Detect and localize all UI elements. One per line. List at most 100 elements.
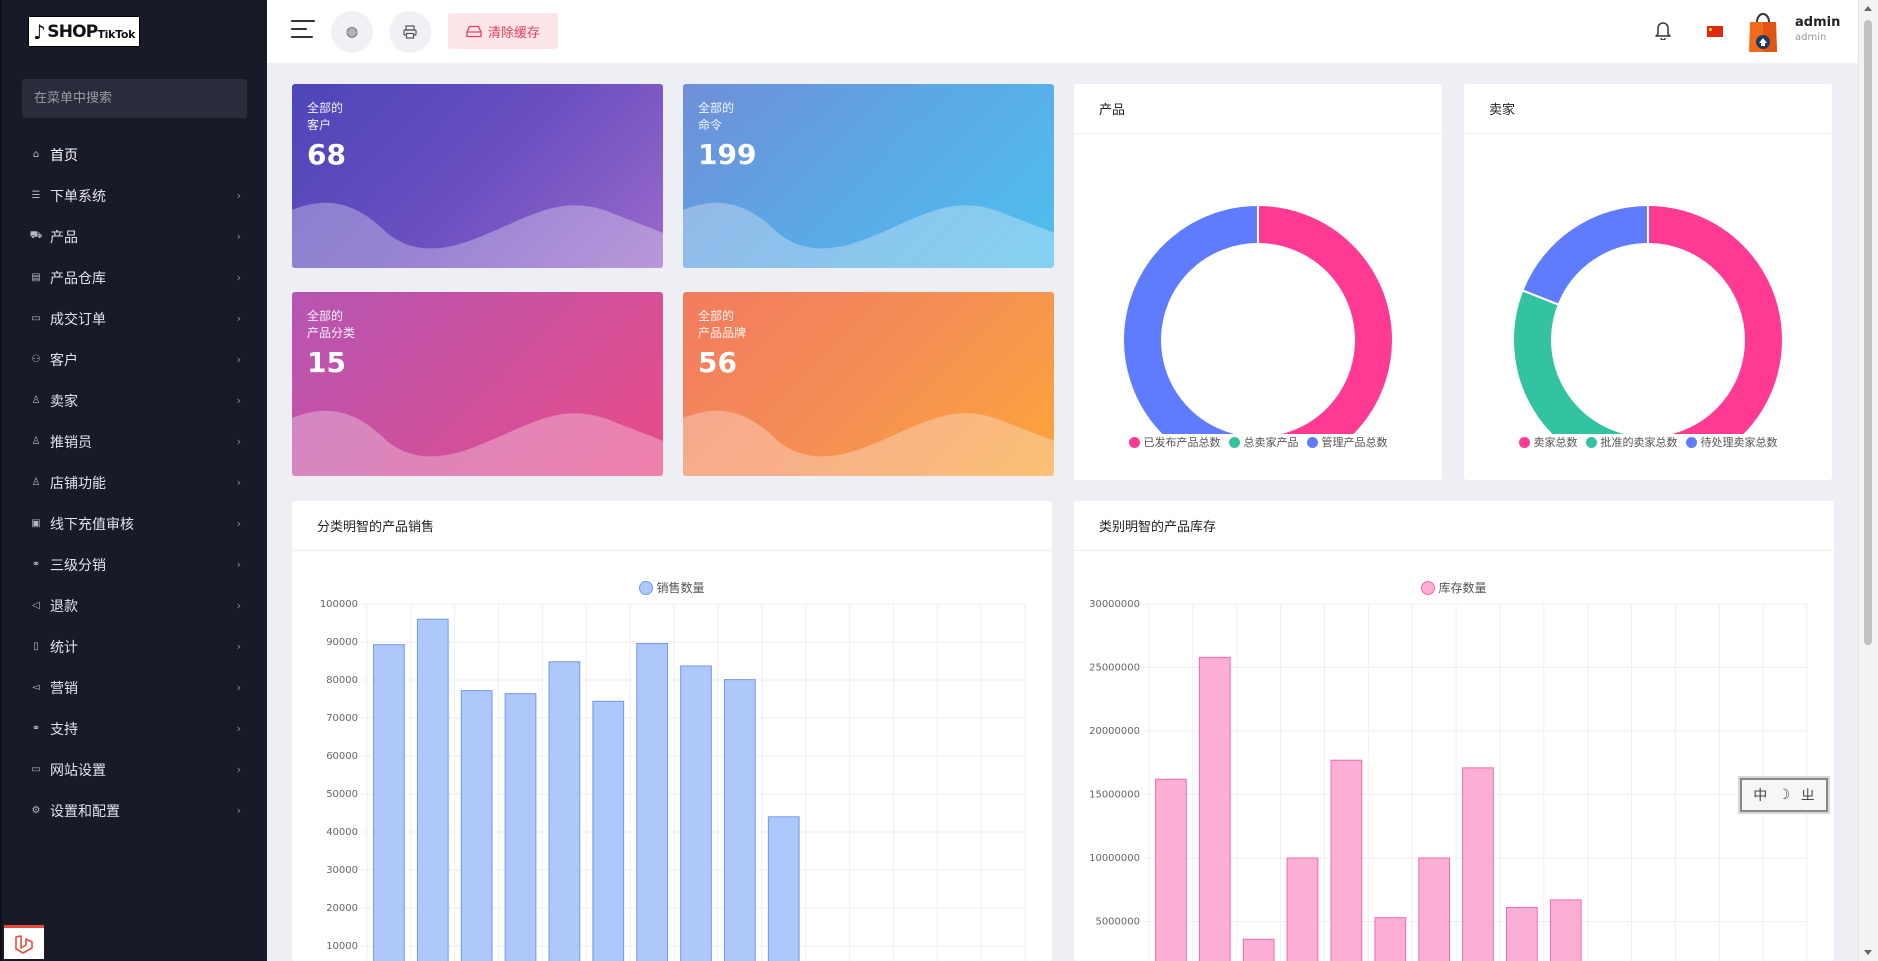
sidebar-item[interactable]: ▯ 统计 › xyxy=(2,626,267,667)
legend-label: 已发布产品总数 xyxy=(1143,436,1221,449)
chevron-right-icon: › xyxy=(236,230,241,243)
sidebar-item[interactable]: ♙ 店铺功能 › xyxy=(2,462,267,503)
bar[interactable] xyxy=(1418,857,1450,961)
bar[interactable] xyxy=(636,643,668,961)
stat-card-customers[interactable]: 全部的 客户 68 xyxy=(292,84,663,268)
menu-search[interactable] xyxy=(22,79,247,118)
wave-decoration xyxy=(292,410,663,476)
sidebar-item[interactable]: ▭ 成交订单 › xyxy=(2,298,267,339)
stock-bar-chart: 30000000 25000000 20000000 15000000 10000000… xyxy=(1089,599,1808,961)
logo[interactable]: ♪ SHOP TikTok xyxy=(28,16,141,47)
bar[interactable] xyxy=(1506,907,1538,961)
legend-label: 管理产品总数 xyxy=(1321,436,1388,449)
chevron-right-icon: › xyxy=(236,189,241,202)
donut-slice[interactable] xyxy=(1647,203,1784,477)
china-flag-icon[interactable] xyxy=(1707,26,1723,37)
chart-legend: 库存数量 xyxy=(1074,579,1834,596)
bar[interactable] xyxy=(373,644,405,961)
bar[interactable] xyxy=(1242,938,1275,961)
printer-icon xyxy=(403,25,417,39)
stat-value: 199 xyxy=(698,138,757,171)
bar[interactable] xyxy=(1155,778,1187,961)
laravel-debug-badge[interactable] xyxy=(4,925,44,959)
avatar[interactable] xyxy=(1747,8,1779,54)
donut-slice[interactable] xyxy=(1521,203,1649,306)
sidebar-item-label: 支持 xyxy=(50,721,78,738)
donut-slice[interactable] xyxy=(1512,289,1649,477)
vertical-scrollbar[interactable] xyxy=(1858,0,1878,961)
stat-card-orders[interactable]: 全部的 命令 199 xyxy=(683,84,1054,268)
bar[interactable] xyxy=(1286,857,1319,961)
legend-item[interactable]: 管理产品总数 xyxy=(1306,434,1388,450)
card-title: 类别明智的产品库存 xyxy=(1074,501,1834,551)
legend-item[interactable]: 已发布产品总数 xyxy=(1128,434,1221,450)
legend-item[interactable]: 总卖家产品 xyxy=(1228,434,1299,450)
notification-button[interactable] xyxy=(1654,20,1672,45)
card-title: 卖家 xyxy=(1464,84,1832,134)
bar[interactable] xyxy=(548,661,581,961)
wave-decoration xyxy=(683,202,1054,268)
menu-search-input[interactable] xyxy=(34,91,235,106)
stat-card-categories[interactable]: 全部的 产品分类 15 xyxy=(292,292,663,476)
sidebar-item[interactable]: ☰ 下单系统 › xyxy=(2,175,267,216)
sellers-donut-chart xyxy=(1512,203,1784,477)
user-info[interactable]: admin admin xyxy=(1795,15,1840,43)
stat-card-brands[interactable]: 全部的 产品品牌 56 xyxy=(683,292,1054,476)
sidebar-item[interactable]: ⌂ 首页 xyxy=(2,134,267,175)
scroll-thumb[interactable] xyxy=(1864,20,1872,645)
bar[interactable] xyxy=(1462,767,1494,961)
sidebar-item[interactable]: ⚭ 三级分销 › xyxy=(2,544,267,585)
scroll-up-icon[interactable] xyxy=(1864,6,1872,11)
sidebar-item[interactable]: ▭ 网站设置 › xyxy=(2,749,267,790)
globe-button[interactable]: ◍ xyxy=(331,11,373,53)
print-button[interactable] xyxy=(389,11,431,53)
chevron-right-icon: › xyxy=(236,681,241,694)
sidebar-item[interactable]: ⛟ 产品 › xyxy=(2,216,267,257)
scroll-down-icon[interactable] xyxy=(1864,950,1872,955)
bar[interactable] xyxy=(1549,899,1582,961)
bar[interactable] xyxy=(460,690,493,961)
sidebar-item[interactable]: ▤ 产品仓库 › xyxy=(2,257,267,298)
sidebar-item[interactable]: ⚭ 支持 › xyxy=(2,708,267,749)
sidebar-item[interactable]: ♙ 推销员 › xyxy=(2,421,267,462)
y-tick-label: 20000000 xyxy=(1089,726,1140,737)
bar[interactable] xyxy=(416,618,449,961)
tiktok-note-icon: ♪ xyxy=(33,19,46,44)
sidebar-item[interactable]: ⚇ 客户 › xyxy=(2,339,267,380)
ime-widget[interactable]: 中 ☽ ㄓ xyxy=(1740,778,1828,812)
sidebar: ♪ SHOP TikTok ⌂首页☰下单系统›⛟产品›▤产品仓库›▭成交订单›⚇… xyxy=(0,0,267,961)
bar[interactable] xyxy=(1330,759,1363,961)
bar[interactable] xyxy=(1374,917,1407,961)
sidebar-item[interactable]: ◁ 退款 › xyxy=(2,585,267,626)
bar[interactable] xyxy=(724,679,756,961)
sidebar-item-label: 成交订单 xyxy=(50,311,106,328)
sidebar-item[interactable]: ▣ 线下充值审核 › xyxy=(2,503,267,544)
rewind-icon: ◁ xyxy=(32,600,40,611)
bar[interactable] xyxy=(504,693,537,961)
legend-item[interactable]: 卖家总数 xyxy=(1518,434,1578,450)
wave-decoration xyxy=(683,410,1054,476)
legend-item[interactable]: 待处理卖家总数 xyxy=(1685,434,1778,450)
legend-label: 库存数量 xyxy=(1438,581,1487,595)
y-tick-label: 30000 xyxy=(326,865,358,876)
y-tick-label: 50000 xyxy=(326,789,358,800)
sidebar-item[interactable]: ⚙ 设置和配置 › xyxy=(2,790,267,831)
donut-slice[interactable] xyxy=(1121,203,1259,476)
y-tick-label: 15000000 xyxy=(1089,790,1140,801)
moon-icon: ☽ xyxy=(1777,787,1791,803)
stat-label: 产品分类 xyxy=(307,326,356,340)
y-tick-label: 25000000 xyxy=(1089,663,1140,674)
bar[interactable] xyxy=(680,665,712,961)
legend-item[interactable]: 批准的卖家总数 xyxy=(1585,434,1678,450)
bar[interactable] xyxy=(592,700,625,961)
clear-cache-button[interactable]: 清除缓存 xyxy=(448,13,558,49)
donut-slice[interactable] xyxy=(1257,203,1394,476)
shopping-bag-icon xyxy=(1749,13,1777,52)
sidebar-item[interactable]: ♙ 卖家 › xyxy=(2,380,267,421)
bell-icon xyxy=(1655,22,1671,41)
bar[interactable] xyxy=(767,816,800,961)
bar[interactable] xyxy=(1198,656,1231,961)
menu-toggle-icon[interactable] xyxy=(291,20,315,42)
legend-dot xyxy=(1128,436,1140,448)
sidebar-item[interactable]: ◅ 营销 › xyxy=(2,667,267,708)
